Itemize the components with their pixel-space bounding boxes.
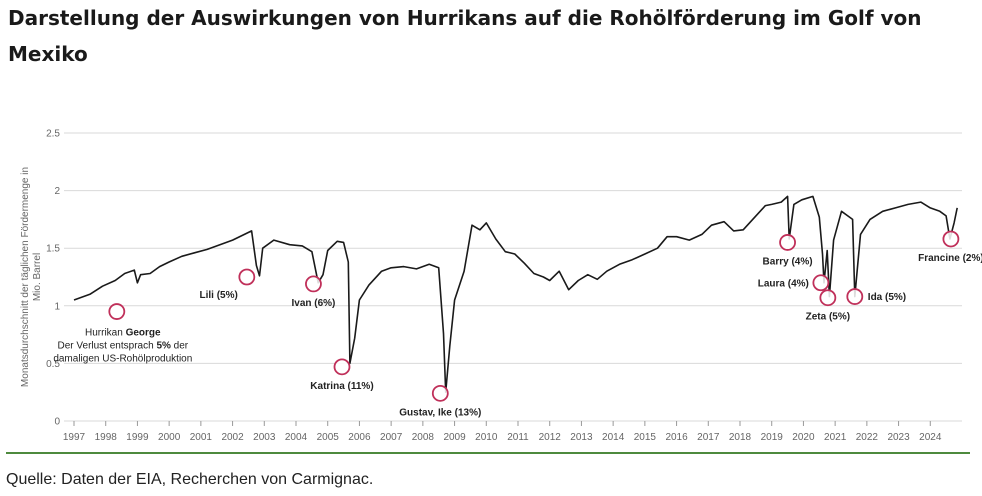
x-tick-label: 2023 [887,432,910,443]
source-note: Quelle: Daten der EIA, Recherchen von Ca… [6,471,374,488]
y-axis-label-line: Monatsdurchschnitt der täglichen Förderm… [20,167,31,387]
annotation-text-run: der [171,341,189,352]
x-tick-label: 2005 [317,432,340,443]
chart-title: Darstellung der Auswirkungen von Hurrika… [8,6,922,66]
annotation-markers [108,230,960,402]
x-tick-label: 2010 [475,432,498,443]
y-axis-ticks: 0 0.5 1 1.5 2 2.5 [46,129,60,428]
x-tick-label: 2001 [190,432,213,443]
x-tick-label: 2024 [919,432,942,443]
x-tick-label: 2011 [507,432,529,443]
x-tick-label: 2012 [539,432,562,443]
x-tick-label: 2007 [380,432,403,443]
annotation-marker [942,230,960,248]
x-tick-label: 2004 [285,432,308,443]
x-tick-label: 2014 [602,432,625,443]
x-tick-label: 2013 [570,432,593,443]
x-tick-label: 2016 [665,432,688,443]
x-tick-label: 1998 [95,432,118,443]
annotation-label: Laura (4%) [758,278,809,289]
annotation-label-line: Der Verlust entsprach 5% der [58,341,189,352]
y-axis-label: Monatsdurchschnitt der täglichen Förderm… [20,167,43,387]
annotation-marker [238,268,256,286]
x-tick-label: 2017 [697,432,720,443]
annotation-label-line: Hurrikan George [85,328,161,339]
annotation-label: Katrina (11%) [310,381,373,392]
x-tick-label: 2000 [158,432,181,443]
x-tick-label: 2009 [443,432,466,443]
y-tick-label: 2 [54,186,60,197]
annotation-marker [812,274,830,292]
y-axis-label-line: Mio. Barrel [32,253,43,301]
annotation-label: Ivan (6%) [291,298,335,309]
annotation-marker [305,275,322,293]
x-tick-label: 1997 [63,432,86,443]
divider [6,452,970,454]
annotation-label: Francine (2%) [918,253,982,264]
x-axis-ticks: 1997 1998 1999 2000 2001 2002 2003 2004 2005 2006… [63,421,942,443]
annotation-text-run: damaligen US-Rohölproduktion [53,354,192,365]
x-tick-label: 2008 [412,432,435,443]
annotation-marker [819,289,837,307]
annotation-label: Ida (5%) [868,292,906,303]
line-chart: 0 0.5 1 1.5 2 2.5 1997 1998 1999 2000 2001 2002 200… [20,129,982,444]
annotation-text-run: 5% [156,341,171,352]
gridlines [64,132,962,422]
x-tick-label: 2022 [856,432,879,443]
y-tick-label: 0 [54,417,60,428]
y-tick-label: 1 [54,301,60,312]
x-tick-label: 2018 [729,432,752,443]
annotation-label: Lili (5%) [199,290,237,301]
x-tick-label: 2020 [792,432,815,443]
annotation-marker [779,234,796,251]
annotation-label: Gustav, Ike (13%) [399,407,481,418]
annotation-marker [431,384,449,402]
annotation-labels: Hurrikan George Der Verlust entsprach 5% … [53,253,982,418]
x-tick-label: 2003 [253,432,276,443]
y-tick-label: 1.5 [46,244,60,255]
x-tick-label: 1999 [126,432,149,443]
x-tick-label: 2015 [634,432,657,443]
annotation-marker [846,288,864,305]
annotation-label: Zeta (5%) [806,312,850,323]
y-tick-label: 0.5 [46,359,60,370]
annotation-label-line: damaligen US-Rohölproduktion [53,354,192,365]
x-tick-label: 2002 [221,432,244,443]
x-tick-label: 2006 [348,432,371,443]
y-tick-label: 2.5 [46,129,60,140]
annotation-label: Barry (4%) [763,256,813,267]
x-tick-label: 2021 [824,432,847,443]
annotation-marker [108,303,126,320]
annotation-marker [333,358,351,376]
annotation-text-run: George [126,328,161,339]
x-tick-label: 2019 [761,432,784,443]
annotation-text-run: Hurrikan [85,328,126,339]
annotation-text-run: Der Verlust entsprach [58,341,157,352]
